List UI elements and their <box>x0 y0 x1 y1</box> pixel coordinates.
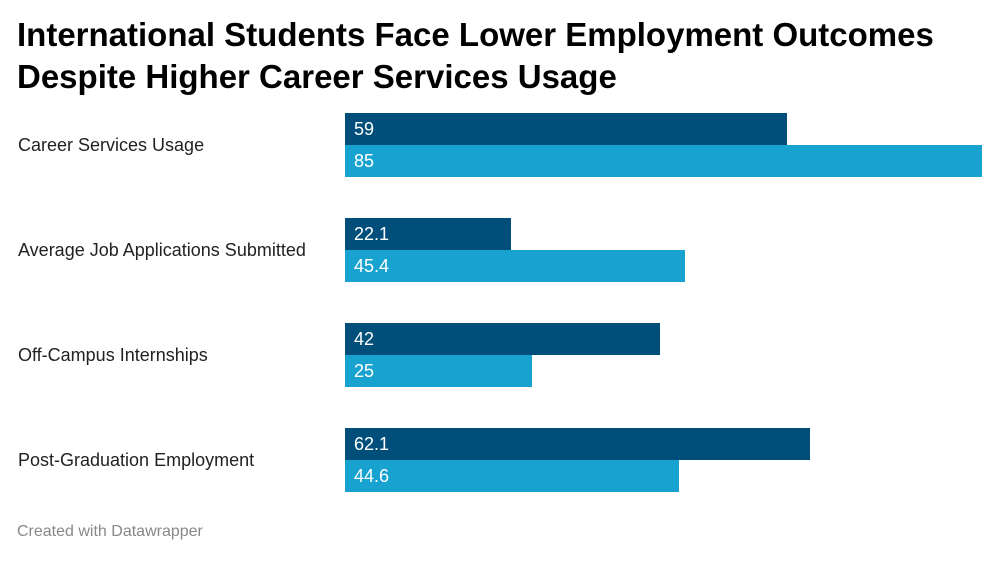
bar-value-label: 25 <box>354 361 375 381</box>
bar-value-label: 85 <box>354 151 375 171</box>
bar: 59 <box>345 113 787 145</box>
bar: 25 <box>345 355 532 387</box>
bar-value-label: 22.1 <box>354 224 390 244</box>
chart-title: International Students Face Lower Employ… <box>17 16 934 95</box>
bar-value-label: 44.6 <box>354 466 390 486</box>
bar: 42 <box>345 323 660 355</box>
bar-value-label: 42 <box>354 329 375 349</box>
bar-value-label: 45.4 <box>354 256 390 276</box>
bar: 45.4 <box>345 250 685 282</box>
category-label: Average Job Applications Submitted <box>18 240 306 260</box>
bar: 62.1 <box>345 428 810 460</box>
bar: 44.6 <box>345 460 679 492</box>
category-label: Off-Campus Internships <box>18 345 208 365</box>
category-label: Career Services Usage <box>18 135 205 155</box>
bar: 85 <box>345 145 982 177</box>
attribution-footer: Created with Datawrapper <box>17 523 203 540</box>
bar-value-label: 59 <box>354 119 375 139</box>
bar-value-label: 62.1 <box>354 434 390 454</box>
bar: 22.1 <box>345 218 511 250</box>
category-label: Post-Graduation Employment <box>18 450 255 470</box>
